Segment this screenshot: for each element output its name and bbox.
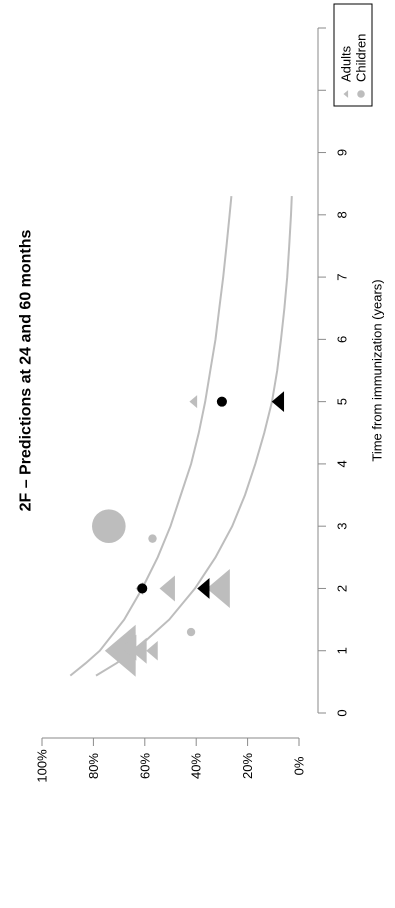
- x-tick-label: 6: [335, 336, 350, 343]
- observed-children-point: [148, 534, 157, 543]
- fit-curve-adults: [95, 196, 293, 677]
- observed-adults-point: [189, 395, 198, 409]
- predicted-adults-point: [197, 578, 210, 599]
- plot-area: 012345678910110%20%40%60%80%100%Time fro…: [18, 3, 385, 783]
- fit-curve-children: [69, 196, 233, 677]
- y-tick-label: 20%: [240, 753, 255, 779]
- observed-children-point: [92, 509, 126, 543]
- x-tick-label: 9: [335, 149, 350, 156]
- observed-children-point: [186, 627, 196, 637]
- x-tick-label: 0: [335, 709, 350, 716]
- chart-title: 2F – Predictions at 24 and 60 months: [18, 229, 35, 511]
- legend-marker-adults: [343, 90, 349, 98]
- predicted-children-point: [137, 583, 148, 594]
- predicted-children-point: [216, 396, 227, 407]
- observed-adults-point: [206, 568, 230, 608]
- observed-adults-point: [120, 634, 137, 661]
- legend-marker-children: [357, 90, 365, 98]
- x-tick-label: 4: [335, 460, 350, 467]
- y-tick-label: 100%: [35, 749, 50, 783]
- legend-label-adults: Adults: [339, 45, 354, 82]
- x-tick-label: 3: [335, 523, 350, 530]
- y-tick-label: 0%: [292, 756, 307, 775]
- x-tick-label: 8: [335, 211, 350, 218]
- y-tick-label: 40%: [189, 753, 204, 779]
- x-tick-label: 1: [335, 647, 350, 654]
- legend-box: [333, 3, 373, 107]
- observed-adults-point: [159, 575, 175, 602]
- observed-adults-point: [146, 640, 158, 661]
- x-tick-label: 7: [335, 273, 350, 280]
- x-tick-label: 5: [335, 398, 350, 405]
- y-tick-label: 80%: [86, 753, 101, 779]
- observed-adults-point: [131, 637, 147, 664]
- predicted-adults-point: [271, 391, 285, 413]
- legend-label-children: Children: [354, 34, 369, 82]
- x-axis-title: Time from immunization (years): [370, 279, 385, 461]
- observed-adults-point: [104, 624, 136, 677]
- x-tick-label: 2: [335, 585, 350, 592]
- y-tick-label: 60%: [137, 753, 152, 779]
